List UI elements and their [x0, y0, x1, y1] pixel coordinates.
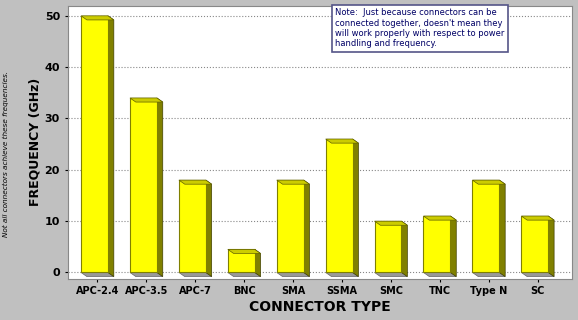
Polygon shape — [521, 216, 548, 272]
Polygon shape — [303, 180, 309, 276]
Polygon shape — [81, 272, 114, 276]
Polygon shape — [277, 180, 309, 184]
Polygon shape — [130, 98, 163, 102]
Polygon shape — [325, 272, 358, 276]
Polygon shape — [472, 180, 505, 184]
Polygon shape — [179, 180, 206, 272]
Polygon shape — [277, 180, 303, 272]
Polygon shape — [375, 221, 402, 272]
Polygon shape — [179, 180, 212, 184]
Polygon shape — [499, 180, 505, 276]
Polygon shape — [353, 139, 358, 276]
Polygon shape — [424, 216, 450, 272]
Polygon shape — [548, 216, 554, 276]
Polygon shape — [206, 180, 212, 276]
Polygon shape — [179, 272, 212, 276]
Polygon shape — [228, 249, 261, 253]
Polygon shape — [325, 139, 358, 143]
Polygon shape — [521, 216, 554, 220]
Polygon shape — [228, 249, 255, 272]
Polygon shape — [375, 272, 407, 276]
Polygon shape — [81, 16, 108, 272]
X-axis label: CONNECTOR TYPE: CONNECTOR TYPE — [249, 300, 391, 315]
Polygon shape — [130, 272, 163, 276]
Polygon shape — [521, 272, 554, 276]
Polygon shape — [157, 98, 163, 276]
Polygon shape — [424, 216, 456, 220]
Polygon shape — [424, 272, 456, 276]
Polygon shape — [255, 249, 261, 276]
Text: Not all connectors achieve these frequencies.: Not all connectors achieve these frequen… — [3, 71, 9, 236]
Polygon shape — [108, 16, 114, 276]
Polygon shape — [277, 272, 309, 276]
Y-axis label: FREQUENCY (GHz): FREQUENCY (GHz) — [29, 78, 42, 206]
Text: Note:  Just because connectors can be
connected together, doesn't mean they
will: Note: Just because connectors can be con… — [335, 8, 505, 49]
Polygon shape — [130, 98, 157, 272]
Polygon shape — [81, 16, 114, 20]
Polygon shape — [402, 221, 407, 276]
Polygon shape — [472, 272, 505, 276]
Polygon shape — [228, 272, 261, 276]
Polygon shape — [375, 221, 407, 225]
Polygon shape — [472, 180, 499, 272]
Polygon shape — [450, 216, 456, 276]
Polygon shape — [325, 139, 353, 272]
